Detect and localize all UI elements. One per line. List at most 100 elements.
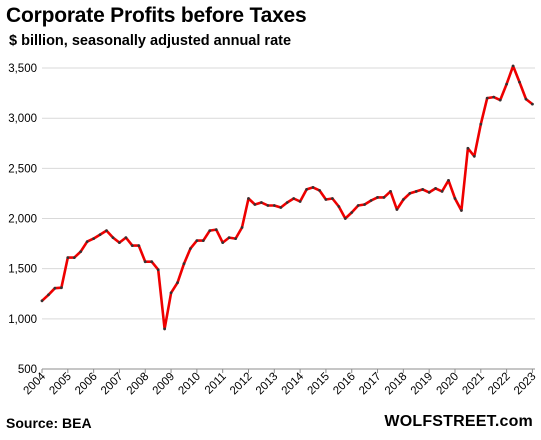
data-point: [395, 208, 399, 211]
data-point: [60, 286, 63, 290]
data-point: [447, 179, 450, 182]
data-point: [524, 97, 528, 101]
data-point: [111, 236, 115, 240]
data-point: [498, 98, 502, 102]
x-tick-label: 2018: [383, 371, 410, 398]
data-point: [234, 237, 238, 241]
data-point: [227, 236, 231, 240]
data-point: [369, 199, 373, 202]
data-point: [105, 229, 108, 233]
y-tick-label: 1,500: [8, 264, 37, 276]
data-point: [376, 196, 379, 199]
data-point: [137, 244, 141, 248]
x-tick-label: 2009: [151, 371, 178, 398]
data-point: [414, 190, 418, 193]
data-point: [92, 237, 95, 241]
data-point: [221, 241, 225, 245]
chart-title: Corporate Profits before Taxes: [6, 4, 307, 27]
data-point: [492, 95, 496, 99]
data-point: [124, 236, 128, 240]
x-tick-label: 2012: [228, 371, 255, 398]
data-point: [247, 197, 250, 200]
data-point: [163, 327, 167, 331]
data-point: [472, 154, 476, 158]
data-point: [531, 102, 534, 106]
data-point: [434, 187, 437, 190]
data-point: [150, 260, 154, 264]
data-point: [143, 260, 147, 264]
x-tick-label: 2014: [280, 370, 307, 397]
y-tick-label: 500: [18, 364, 37, 376]
data-point: [85, 240, 89, 244]
x-tick-label: 2011: [203, 371, 229, 397]
data-point: [382, 196, 386, 199]
data-point: [324, 198, 328, 201]
data-point: [427, 191, 431, 194]
data-point: [79, 250, 83, 254]
x-tick-label: 2019: [409, 371, 436, 398]
data-point: [240, 226, 244, 229]
data-point: [402, 198, 405, 201]
data-point: [66, 256, 70, 259]
data-point: [318, 189, 321, 192]
data-point: [460, 209, 463, 212]
x-tick-label: 2022: [486, 371, 513, 398]
data-point: [156, 268, 160, 272]
data-point: [279, 206, 283, 209]
x-tick-label: 2013: [254, 371, 281, 398]
data-point: [421, 188, 425, 191]
x-tick-label: 2005: [47, 371, 74, 398]
y-tick-label: 1,000: [8, 314, 37, 326]
data-point: [214, 228, 218, 232]
y-tick-label: 3,500: [8, 63, 37, 75]
data-point: [466, 146, 470, 150]
data-point: [511, 64, 515, 68]
data-point: [40, 299, 44, 303]
data-point: [130, 244, 134, 248]
x-tick-label: 2008: [125, 371, 152, 398]
x-tick-label: 2016: [331, 371, 358, 398]
x-tick-label: 2006: [73, 371, 100, 398]
data-point: [272, 204, 276, 207]
x-tick-label: 2015: [305, 371, 332, 398]
data-point: [305, 188, 308, 191]
y-tick-label: 3,000: [8, 113, 37, 125]
data-point: [169, 291, 173, 295]
data-point: [285, 201, 289, 204]
source-note: Source: BEA: [6, 415, 92, 431]
data-point: [53, 286, 57, 290]
data-point: [208, 229, 212, 233]
data-point: [72, 256, 76, 259]
y-tick-label: 2,500: [8, 163, 37, 175]
data-point: [408, 192, 412, 195]
data-point: [331, 197, 334, 200]
data-point: [98, 233, 102, 237]
data-point: [47, 293, 50, 297]
data-point: [182, 262, 186, 266]
x-tick-label: 2021: [460, 371, 487, 398]
x-tick-label: 2007: [99, 371, 126, 398]
data-point: [453, 197, 457, 200]
data-point: [363, 203, 366, 206]
x-tick-label: 2023: [512, 371, 539, 398]
chart-subtitle: $ billion, seasonally adjusted annual ra…: [9, 33, 292, 49]
data-point: [337, 205, 341, 208]
data-point: [266, 204, 270, 207]
brand-watermark: WOLFSTREET.com: [384, 413, 533, 430]
data-point: [505, 82, 508, 86]
data-point: [518, 80, 521, 84]
data-point: [311, 186, 315, 189]
grid-layer: [42, 67, 535, 320]
data-point: [298, 200, 302, 203]
data-point: [176, 281, 179, 285]
data-point: [292, 197, 296, 200]
data-point: [189, 247, 192, 251]
x-tick-label: 2010: [176, 371, 203, 398]
series-layer: [40, 64, 534, 331]
data-point: [343, 217, 347, 220]
x-tick-label: 2017: [357, 371, 384, 398]
y-tick-label: 2,000: [8, 214, 37, 226]
data-point: [253, 203, 257, 206]
